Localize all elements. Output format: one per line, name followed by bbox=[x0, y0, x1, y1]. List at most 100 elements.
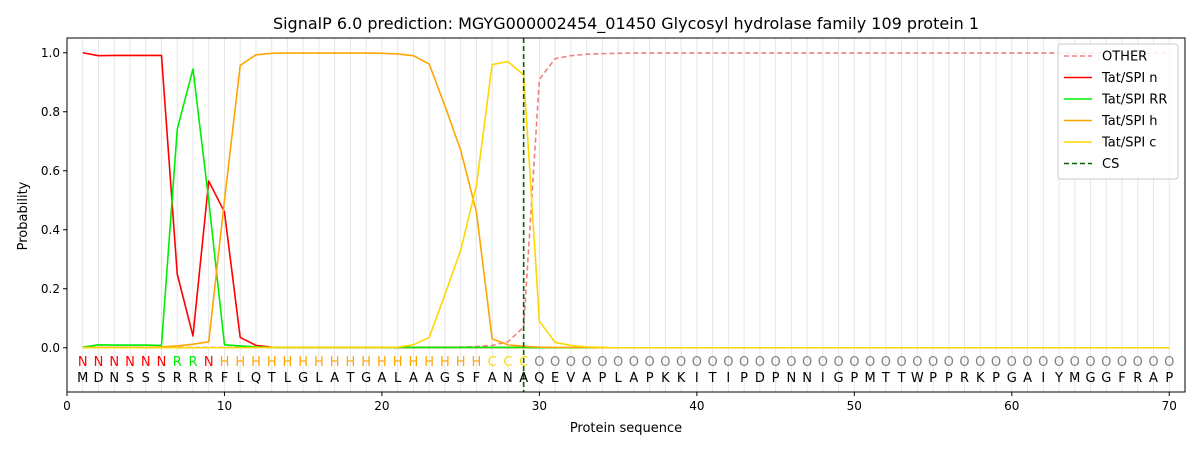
region-label: O bbox=[1022, 355, 1032, 370]
region-label: O bbox=[944, 355, 954, 370]
residue-label: P bbox=[772, 371, 780, 386]
residue-label: G bbox=[1085, 371, 1095, 386]
x-tick-label: 50 bbox=[847, 399, 862, 413]
region-label: O bbox=[707, 355, 717, 370]
region-label: O bbox=[928, 355, 938, 370]
y-tick-label: 0.4 bbox=[41, 223, 60, 237]
residue-label: A bbox=[488, 371, 497, 386]
residue-label: F bbox=[221, 371, 228, 386]
region-label: O bbox=[833, 355, 843, 370]
y-tick-label: 0.6 bbox=[41, 164, 60, 178]
residue-label: A bbox=[519, 371, 528, 386]
residue-label: S bbox=[126, 371, 134, 386]
region-label: O bbox=[849, 355, 859, 370]
residue-label: N bbox=[109, 371, 119, 386]
residue-label: I bbox=[1041, 371, 1045, 386]
residue-label: N bbox=[802, 371, 812, 386]
residue-label: A bbox=[425, 371, 434, 386]
legend-label: Tat/SPI n bbox=[1101, 71, 1158, 86]
region-label: H bbox=[361, 355, 371, 370]
residue-label: Q bbox=[251, 371, 261, 386]
residue-label: G bbox=[361, 371, 371, 386]
residue-label: T bbox=[345, 371, 354, 386]
residue-label: Q bbox=[534, 371, 544, 386]
region-label: O bbox=[534, 355, 544, 370]
residue-label: P bbox=[598, 371, 606, 386]
region-label: R bbox=[173, 355, 182, 370]
region-label: O bbox=[566, 355, 576, 370]
region-label: H bbox=[220, 355, 230, 370]
x-tick-label: 70 bbox=[1162, 399, 1177, 413]
x-tick-label: 60 bbox=[1004, 399, 1019, 413]
residue-label: L bbox=[394, 371, 402, 386]
residue-label: N bbox=[786, 371, 796, 386]
region-label: H bbox=[283, 355, 293, 370]
residue-label: F bbox=[473, 371, 480, 386]
residue-label: A bbox=[582, 371, 591, 386]
region-label: O bbox=[975, 355, 985, 370]
region-label: C bbox=[488, 355, 497, 370]
residue-label: R bbox=[960, 371, 969, 386]
x-tick-label: 10 bbox=[217, 399, 232, 413]
sequence-annotation: NMNDNNNSNSNSRRRRNRHFHLHQHTHLHGHLHAHTHGHA… bbox=[77, 355, 1174, 386]
region-label: N bbox=[141, 355, 151, 370]
legend-label: Tat/SPI RR bbox=[1101, 93, 1167, 108]
region-label: H bbox=[235, 355, 245, 370]
legend-label: CS bbox=[1102, 157, 1119, 172]
residue-label: E bbox=[551, 371, 559, 386]
residue-label: R bbox=[1133, 371, 1142, 386]
residue-label: R bbox=[204, 371, 213, 386]
region-label: O bbox=[912, 355, 922, 370]
residue-label: A bbox=[1149, 371, 1158, 386]
residue-label: A bbox=[1023, 371, 1032, 386]
x-tick-label: 40 bbox=[689, 399, 704, 413]
region-label: O bbox=[896, 355, 906, 370]
y-tick-label: 0.2 bbox=[41, 282, 60, 296]
x-tick-label: 30 bbox=[532, 399, 547, 413]
region-label: N bbox=[157, 355, 167, 370]
region-label: H bbox=[409, 355, 419, 370]
region-label: O bbox=[1117, 355, 1127, 370]
residue-label: D bbox=[93, 371, 103, 386]
region-label: O bbox=[1148, 355, 1158, 370]
region-label: O bbox=[1070, 355, 1080, 370]
residue-label: D bbox=[755, 371, 765, 386]
region-label: H bbox=[267, 355, 277, 370]
residue-label: P bbox=[740, 371, 748, 386]
region-label: N bbox=[109, 355, 119, 370]
residue-label: T bbox=[708, 371, 717, 386]
residue-label: S bbox=[457, 371, 465, 386]
region-label: O bbox=[881, 355, 891, 370]
series-line-tat-spi-c bbox=[82, 60, 1170, 349]
residue-label: P bbox=[646, 371, 654, 386]
region-label: C bbox=[503, 355, 512, 370]
residue-label: P bbox=[1165, 371, 1173, 386]
residue-label: M bbox=[1069, 371, 1080, 386]
region-label: O bbox=[645, 355, 655, 370]
residue-label: A bbox=[377, 371, 386, 386]
residue-label: S bbox=[157, 371, 165, 386]
region-label: O bbox=[802, 355, 812, 370]
residue-label: K bbox=[661, 371, 670, 386]
region-label: O bbox=[770, 355, 780, 370]
y-tick-label: 0.0 bbox=[41, 341, 60, 355]
region-label: O bbox=[1133, 355, 1143, 370]
legend-label: Tat/SPI c bbox=[1101, 136, 1156, 151]
x-axis-label: Protein sequence bbox=[570, 421, 682, 436]
residue-label: K bbox=[976, 371, 985, 386]
region-label: N bbox=[125, 355, 135, 370]
region-label: R bbox=[188, 355, 197, 370]
residue-label: P bbox=[992, 371, 1000, 386]
region-label: O bbox=[550, 355, 560, 370]
y-tick-label: 1.0 bbox=[41, 46, 60, 60]
x-tick-label: 20 bbox=[374, 399, 389, 413]
legend-label: Tat/SPI h bbox=[1101, 114, 1158, 129]
region-label: H bbox=[472, 355, 482, 370]
residue-label: R bbox=[173, 371, 182, 386]
region-label: C bbox=[519, 355, 528, 370]
residue-label: P bbox=[850, 371, 858, 386]
region-label: O bbox=[723, 355, 733, 370]
residue-label: W bbox=[911, 371, 924, 386]
